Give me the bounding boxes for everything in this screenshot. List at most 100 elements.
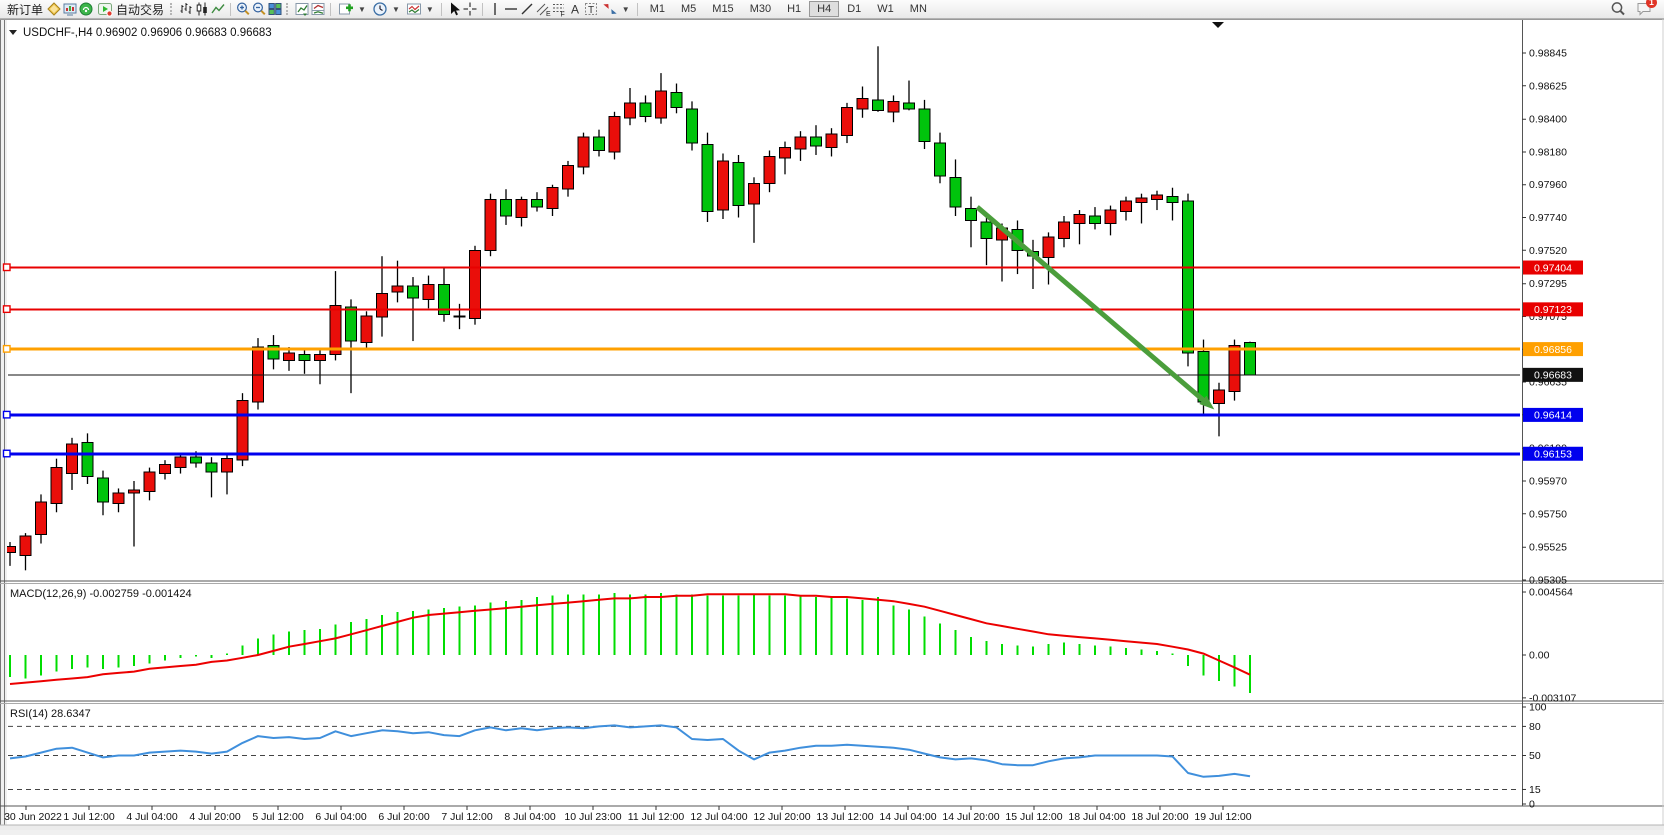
candle — [1135, 197, 1148, 204]
candle — [298, 353, 311, 361]
hline-0.96153[interactable] — [2, 449, 1521, 458]
candle — [903, 102, 915, 110]
candle — [236, 400, 249, 461]
fibonacci-tool-icon[interactable]: F — [551, 1, 567, 17]
candle — [35, 501, 47, 536]
auto-trading-icon — [97, 1, 113, 17]
cursor-icon[interactable] — [446, 1, 462, 17]
templates-icon — [406, 1, 422, 17]
auto-trading-button[interactable]: 自动交易 — [94, 1, 167, 18]
text-tool-icon[interactable]: A — [567, 1, 583, 17]
candle — [159, 464, 171, 475]
tile-windows-icon[interactable] — [267, 1, 283, 17]
candle — [965, 208, 977, 221]
timeframe-H4[interactable]: H4 — [809, 1, 840, 17]
clock-icon — [372, 1, 388, 17]
candle — [732, 161, 745, 207]
hline-marker[interactable] — [2, 410, 11, 419]
auto-trading-label: 自动交易 — [116, 2, 165, 17]
price-badge — [1523, 407, 1583, 422]
candlestick-mode-icon[interactable] — [194, 1, 210, 17]
svg-text:T: T — [588, 5, 594, 16]
crosshair-icon[interactable] — [462, 1, 478, 17]
text-label-tool-icon[interactable]: T — [583, 1, 599, 17]
timeframe-M30[interactable]: M30 — [749, 3, 772, 15]
candle — [1151, 194, 1163, 201]
candle — [1182, 200, 1194, 354]
ohlc-readout: USDCHF-,H4 0.96902 0.96906 0.96683 0.966… — [9, 27, 272, 39]
history-center-icon[interactable] — [46, 1, 62, 17]
search-icon[interactable] — [1610, 1, 1626, 17]
svg-text:10 Jul 23:00: 10 Jul 23:00 — [564, 811, 621, 823]
zoom-in-icon[interactable] — [235, 1, 251, 17]
zoom-out-icon[interactable] — [251, 1, 267, 17]
vertical-line-tool-icon[interactable] — [487, 1, 503, 17]
candle — [748, 182, 760, 205]
timeframe-H1[interactable]: H1 — [787, 3, 802, 15]
arrows-tool-button[interactable]: ▼ — [599, 1, 633, 18]
usdchf-h4-chart[interactable]: 0.98845 0.98625 0.98400 0.98180 0.97960 0.977… — [0, 19, 1664, 830]
signal-icon[interactable] — [78, 1, 94, 17]
svg-text:0.97520: 0.97520 — [1529, 245, 1567, 257]
pane-separators — [0, 19, 1664, 830]
chart-window: 0.98845 0.98625 0.98400 0.98180 0.97960 0.977… — [0, 19, 1664, 830]
candle — [1073, 214, 1086, 224]
bar-chart-mode-icon[interactable] — [178, 1, 194, 17]
candle — [515, 199, 528, 219]
chart-shift-marker-icon[interactable] — [1212, 22, 1224, 28]
svg-text:0.96153: 0.96153 — [1534, 449, 1572, 461]
svg-text:0.97740: 0.97740 — [1529, 212, 1567, 224]
svg-text:0.95305: 0.95305 — [1529, 574, 1567, 586]
add-chart-icon — [338, 1, 354, 17]
candle — [484, 199, 497, 251]
timeframe-M5[interactable]: M5 — [681, 3, 697, 15]
templates-caret-icon: ▼ — [425, 4, 434, 14]
hline-marker[interactable] — [2, 344, 11, 353]
svg-text:50: 50 — [1529, 750, 1541, 762]
hline-0.97123[interactable] — [2, 305, 1521, 314]
candle — [1244, 341, 1256, 376]
candle — [639, 102, 652, 117]
trendline-tool-icon[interactable] — [519, 1, 535, 17]
notifications-button[interactable]: 1 — [1636, 0, 1657, 19]
svg-text:12 Jul 04:00: 12 Jul 04:00 — [690, 811, 747, 823]
candle — [1089, 215, 1101, 224]
hline-marker[interactable] — [2, 305, 11, 314]
periods-button[interactable]: ▼ — [369, 1, 403, 18]
chart-window-icon[interactable] — [62, 1, 78, 17]
svg-text:4 Jul 20:00: 4 Jul 20:00 — [189, 811, 241, 823]
timeframe-M1[interactable]: M1 — [649, 3, 665, 15]
candle — [934, 142, 946, 177]
svg-text:0.97960: 0.97960 — [1529, 179, 1567, 191]
svg-text:0.98180: 0.98180 — [1529, 146, 1567, 158]
timeframe-M15[interactable]: M15 — [712, 3, 734, 15]
indicators-icon[interactable] — [294, 1, 310, 17]
symbol-collapse-icon — [9, 30, 17, 35]
trend-arrow-annotation[interactable] — [975, 205, 1215, 410]
svg-text:USDCHF-,H4 0.96902 0.96906 0.: USDCHF-,H4 0.96902 0.96906 0.96683 0.966… — [23, 27, 272, 39]
svg-text:0.95750: 0.95750 — [1529, 508, 1567, 520]
timeframe-W1[interactable]: W1 — [877, 3, 894, 15]
window-left-edge — [0, 19, 7, 825]
timeframe-D1[interactable]: D1 — [847, 3, 862, 15]
add-chart-button[interactable]: ▼ — [335, 1, 369, 18]
channel-tool-icon[interactable]: E — [535, 1, 551, 17]
candle — [469, 249, 481, 320]
timeframe-MN[interactable]: MN — [909, 3, 927, 15]
new-order-button[interactable]: 新订单 — [4, 1, 46, 18]
candle — [1104, 209, 1117, 224]
hline-marker[interactable] — [2, 449, 11, 458]
templates-button[interactable]: ▼ — [403, 1, 437, 18]
candle — [1228, 345, 1241, 393]
hline-0.96856[interactable] — [2, 344, 1521, 353]
hline-0.96414[interactable] — [2, 410, 1521, 419]
price-badge — [1523, 446, 1583, 461]
hline-0.97404[interactable] — [2, 263, 1521, 272]
horizontal-line-tool-icon[interactable] — [503, 1, 519, 17]
candle — [19, 535, 32, 556]
line-chart-mode-icon[interactable] — [210, 1, 226, 17]
hline-marker[interactable] — [2, 263, 11, 272]
indicator-windows-icon[interactable] — [310, 1, 326, 17]
price-badge — [1523, 367, 1583, 382]
svg-text:0.98400: 0.98400 — [1529, 114, 1567, 126]
